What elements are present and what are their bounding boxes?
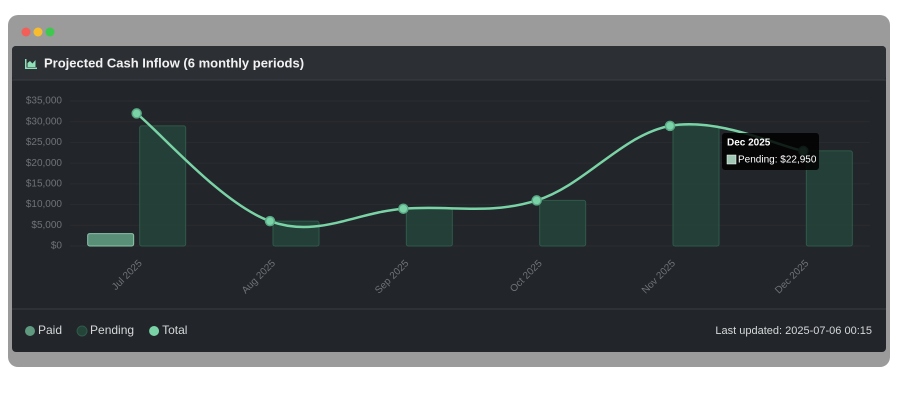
minimize-button[interactable] — [33, 27, 43, 37]
bar — [805, 150, 853, 247]
y-tick-label: $10,000 — [26, 199, 63, 210]
close-button[interactable] — [21, 27, 31, 37]
bar — [405, 208, 453, 247]
bar — [672, 125, 720, 247]
card-header — [12, 46, 886, 80]
point — [131, 108, 142, 119]
y-tick-label: $30,000 — [26, 116, 63, 127]
tooltip-box — [722, 133, 819, 170]
card-title: Projected Cash Inflow (6 monthly periods… — [44, 55, 304, 70]
legend-label: Paid — [38, 323, 62, 337]
bar — [87, 233, 135, 247]
legend-label: Pending — [90, 323, 134, 337]
chart-icon — [25, 59, 37, 69]
y-tick-label: $15,000 — [26, 178, 63, 189]
line — [135, 112, 804, 229]
y-tick-label: $5,000 — [31, 220, 62, 231]
point — [664, 120, 676, 132]
maximize-button[interactable] — [45, 27, 55, 37]
legend-swatch — [25, 326, 35, 336]
tooltip-swatch — [726, 154, 737, 165]
tooltip: Dec 2025 Pending: $22,950 — [722, 133, 819, 170]
legend-label: Total — [162, 323, 187, 337]
y-tick-label: $0 — [51, 241, 63, 252]
y-tick-label: $20,000 — [26, 158, 63, 169]
bar — [539, 199, 587, 247]
bar — [139, 125, 187, 247]
legend-swatch — [149, 326, 160, 336]
point — [264, 215, 276, 227]
point — [531, 195, 542, 206]
y-tick-label: $25,000 — [26, 137, 63, 148]
point — [398, 203, 409, 214]
last-updated: Last updated: 2025-07-06 00:15 — [715, 325, 872, 337]
tooltip-text: Pending: $22,950 — [738, 155, 817, 166]
legend-swatch — [76, 325, 88, 337]
tooltip-title: Dec 2025 — [727, 138, 771, 149]
y-tick-label: $35,000 — [26, 96, 63, 107]
